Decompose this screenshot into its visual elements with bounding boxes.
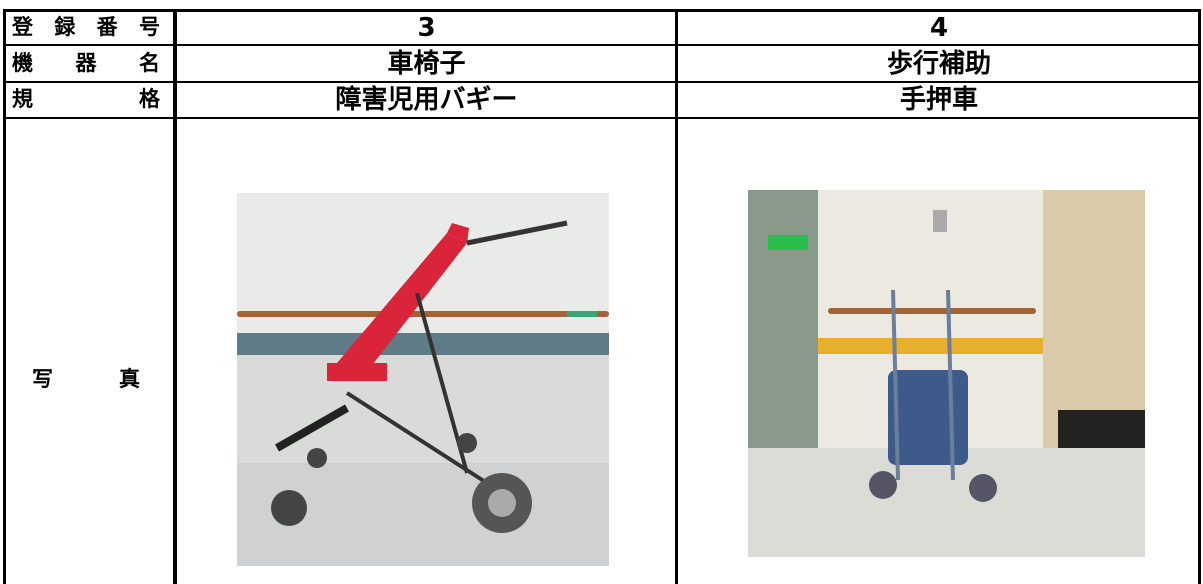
border [3,9,1201,12]
border [1198,9,1201,584]
border [675,9,678,584]
row-label: 機器名 [12,51,162,75]
photo-walker [748,190,1145,557]
row-label: 写真 [32,367,142,391]
cell: 障害児用バギー [335,85,518,115]
cell: 手押車 [899,85,978,115]
cell: 3 [417,13,436,43]
cell: 車椅子 [387,49,466,79]
border [3,117,1201,119]
photo-wheelchair [237,193,609,566]
row-label: 規格 [12,87,162,111]
border [3,44,1201,46]
border [3,81,1201,83]
cell: 4 [929,13,949,43]
cell: 歩行補助 [886,49,991,79]
border [173,9,177,584]
border [3,9,6,584]
row-label: 登録番号 [12,15,162,39]
